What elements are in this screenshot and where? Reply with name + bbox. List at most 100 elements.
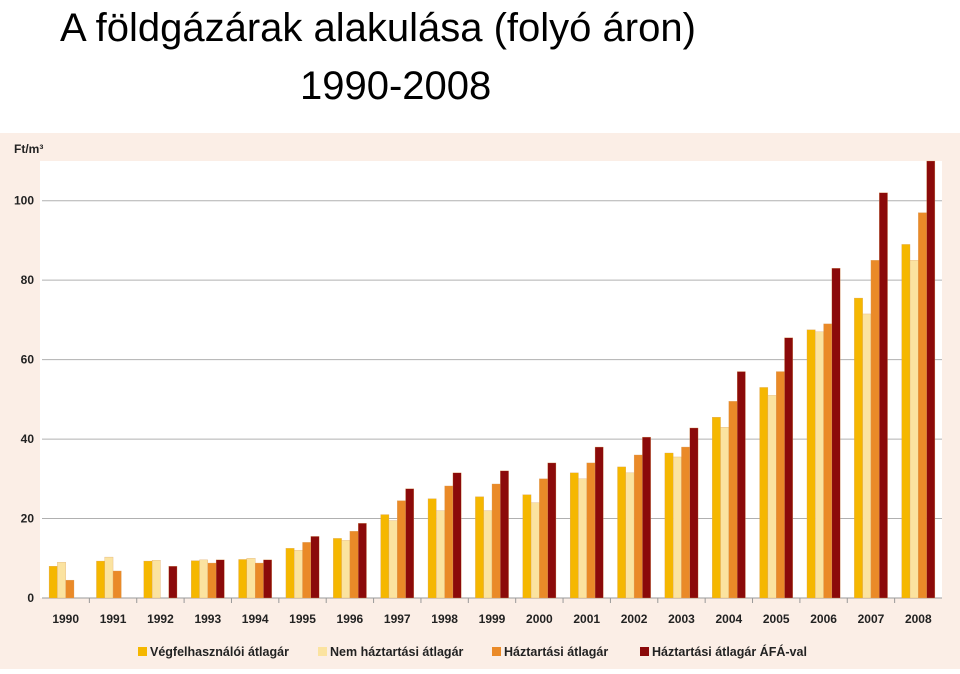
x-tick-label: 2005: [763, 612, 790, 626]
y-tick-label: 100: [14, 194, 34, 208]
bar: [673, 456, 682, 599]
bar: [349, 531, 359, 599]
bar: [784, 337, 793, 599]
bar: [341, 540, 351, 599]
bar: [720, 427, 729, 599]
x-tick-label: 2001: [573, 612, 600, 626]
y-tick-label: 0: [27, 591, 34, 605]
x-tick-label: 1997: [384, 612, 411, 626]
legend-swatch: [640, 647, 649, 656]
bar: [594, 446, 604, 599]
bar: [405, 488, 415, 599]
bar: [96, 560, 105, 599]
bar: [500, 470, 509, 599]
bar: [522, 494, 532, 599]
bar: [815, 331, 824, 599]
bar: [263, 559, 272, 599]
bar: [870, 260, 880, 599]
bar: [452, 472, 462, 599]
bar: [530, 502, 540, 599]
bar: [285, 548, 295, 599]
bar: [926, 160, 936, 599]
bar: [879, 192, 888, 599]
bar-chart: Ft/m³ 0 20 40 60 80 100 1990 1991 1992 1993 1994 1…: [0, 133, 960, 669]
bar: [199, 559, 208, 599]
bar: [57, 562, 66, 599]
chart-container: Ft/m³ 0 20 40 60 80 100 1990 1991 1992 1993 1994 1…: [0, 133, 960, 669]
x-tick-label: 2003: [668, 612, 695, 626]
bar: [475, 496, 484, 599]
legend-label: Nem háztartási átlagár: [330, 645, 464, 659]
x-tick-label: 1998: [431, 612, 458, 626]
y-tick-label: 80: [21, 273, 35, 287]
bar: [151, 560, 161, 599]
x-tick-label: 2006: [810, 612, 837, 626]
y-tick-label: 20: [21, 512, 35, 526]
bar: [664, 452, 674, 599]
x-tick-label: 1993: [194, 612, 221, 626]
bar: [712, 417, 721, 599]
bar: [294, 550, 303, 599]
bar: [380, 514, 390, 599]
x-tick-label: 1996: [337, 612, 364, 626]
bar: [143, 560, 153, 599]
bar: [238, 559, 248, 599]
x-tick-label: 1995: [289, 612, 316, 626]
bar: [759, 387, 769, 599]
bar: [767, 395, 777, 599]
y-tick-label: 60: [21, 353, 35, 367]
bar: [255, 562, 264, 599]
bar: [302, 542, 311, 599]
bar: [823, 323, 833, 599]
legend-label: Háztartási átlagár ÁFÁ-val: [652, 644, 807, 659]
bar: [728, 401, 738, 599]
legend-swatch: [318, 647, 327, 656]
legend-swatch: [492, 647, 501, 656]
bar: [806, 329, 816, 599]
page-subtitle: 1990-2008: [300, 64, 492, 108]
bar: [388, 520, 398, 599]
x-tick-label: 1990: [52, 612, 79, 626]
bar: [642, 436, 651, 599]
bar: [246, 558, 256, 599]
bar: [444, 485, 454, 599]
bar: [681, 446, 690, 599]
bar: [191, 560, 200, 599]
bar: [436, 510, 445, 599]
bar: [333, 538, 342, 599]
bar: [215, 559, 225, 599]
bar: [397, 500, 406, 599]
x-tick-label: 2007: [858, 612, 885, 626]
bar: [569, 472, 579, 599]
x-tick-label: 1992: [147, 612, 174, 626]
x-tick-label: 1999: [479, 612, 506, 626]
x-tick-label: 2002: [621, 612, 648, 626]
page-title: A földgázárak alakulása (folyó áron): [60, 6, 696, 50]
bar: [104, 556, 114, 599]
bar: [168, 566, 178, 599]
bar: [854, 297, 863, 599]
x-tick-label: 1994: [242, 612, 269, 626]
legend-swatch: [138, 647, 147, 656]
bar: [831, 268, 841, 599]
x-tick-label: 2008: [905, 612, 932, 626]
bar: [483, 510, 493, 599]
bar: [578, 478, 587, 599]
x-tick-label: 2004: [715, 612, 742, 626]
y-tick-label: 40: [21, 432, 35, 446]
bar: [617, 466, 626, 599]
bar: [207, 562, 217, 599]
bar: [918, 212, 927, 599]
bar: [48, 566, 58, 599]
bar: [310, 536, 320, 599]
bar: [909, 260, 919, 599]
legend-label: Háztartási átlagár: [504, 645, 608, 659]
bar: [427, 498, 437, 599]
bar: [358, 523, 367, 599]
bar: [633, 454, 643, 599]
bar: [862, 313, 872, 599]
bar: [112, 570, 122, 599]
x-tick-label: 1991: [100, 612, 127, 626]
bar: [776, 371, 785, 599]
x-tick-label: 2000: [526, 612, 553, 626]
